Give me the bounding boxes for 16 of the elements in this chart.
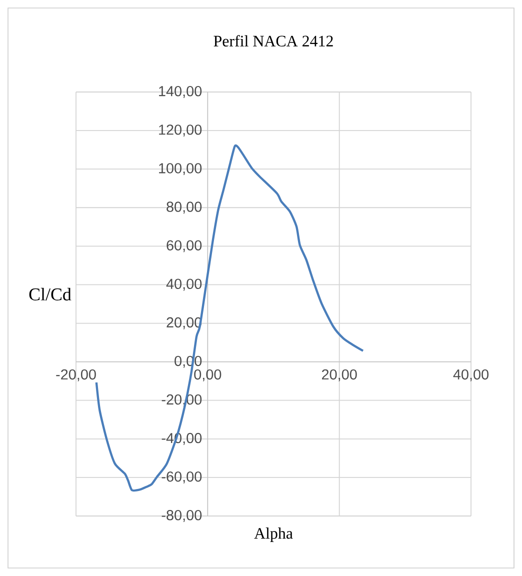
chart-title: Perfil NACA 2412 xyxy=(214,35,333,46)
y-tick-label: 80,00 xyxy=(166,202,202,214)
y-tick-label: 40,00 xyxy=(166,278,202,291)
x-tick-label: 0,00 xyxy=(194,369,222,382)
x-axis-title: Alpha xyxy=(254,528,293,542)
x-tick-label: 40,00 xyxy=(453,369,489,382)
y-tick-label: 100,00 xyxy=(159,163,202,176)
y-tick-label: 60,00 xyxy=(166,240,202,252)
line-series xyxy=(95,144,364,492)
y-tick-label: 120,00 xyxy=(159,124,202,137)
y-tick-label: -60,00 xyxy=(162,471,202,484)
y-tick-label: -80,00 xyxy=(162,510,202,522)
x-tick-label: -20,00 xyxy=(56,369,96,382)
y-axis-title: Cl/Cd xyxy=(29,288,72,300)
y-tick-label: 140,00 xyxy=(159,86,202,98)
x-tick-label: 20,00 xyxy=(322,369,357,382)
